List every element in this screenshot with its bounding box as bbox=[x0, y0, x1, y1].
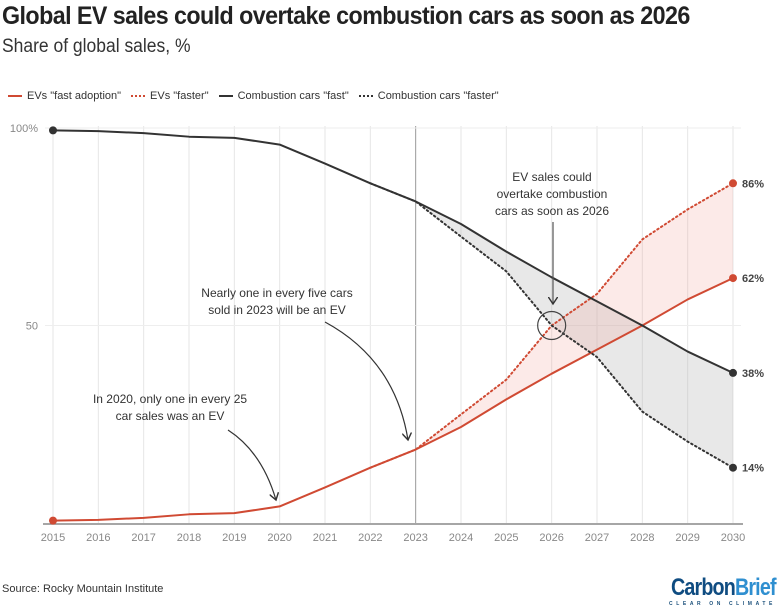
source-note: Source: Rocky Mountain Institute bbox=[2, 583, 164, 595]
annotation-2020-text: In 2020, only one in every 25 bbox=[93, 392, 247, 406]
x-tick-label: 2019 bbox=[222, 532, 246, 544]
x-tick-label: 2024 bbox=[449, 532, 473, 544]
legend-label: EVs "faster" bbox=[150, 90, 209, 102]
annotation-2020-arrow bbox=[227, 429, 276, 500]
annotation-2026-text: overtake combustion bbox=[497, 187, 608, 201]
legend-swatch-solid-dark bbox=[218, 95, 233, 97]
legend-item-ev-faster[interactable]: EVs "faster" bbox=[131, 90, 209, 102]
x-tick-label: 2021 bbox=[313, 532, 337, 544]
legend-item-combustion-faster[interactable]: Combustion cars "faster" bbox=[358, 90, 499, 102]
annotation-2026-text: EV sales could bbox=[512, 170, 591, 184]
annotation-2020-text: car sales was an EV bbox=[116, 409, 225, 423]
axes: 2015 2016 2017 2018 2019 2020 2021 2022 2023 2024… bbox=[10, 123, 745, 544]
end-point-marker bbox=[729, 179, 737, 188]
annotation-2023-text: Nearly one in every five cars bbox=[201, 286, 352, 300]
gridlines bbox=[45, 126, 741, 523]
legend-item-ev-fast[interactable]: EVs "fast adoption" bbox=[8, 90, 121, 102]
logo-carbon: Carbon bbox=[671, 574, 736, 601]
end-point-marker bbox=[729, 463, 737, 472]
logo-tagline: CLEAR ON CLIMATE bbox=[669, 601, 776, 607]
legend-item-combustion-fast[interactable]: Combustion cars "fast" bbox=[218, 90, 349, 102]
end-value-label: 38% bbox=[742, 368, 764, 380]
x-tick-label: 2016 bbox=[86, 532, 110, 544]
x-tick-label: 2023 bbox=[403, 532, 427, 544]
legend-label: Combustion cars "faster" bbox=[377, 90, 499, 102]
end-point-marker bbox=[729, 274, 737, 283]
x-tick-label: 2022 bbox=[358, 532, 382, 544]
x-tick-label: 2027 bbox=[585, 532, 609, 544]
legend-swatch-dotted-dark bbox=[358, 95, 373, 97]
y-tick-label: 50 bbox=[26, 321, 38, 333]
chart-title: Global EV sales could overtake combustio… bbox=[2, 2, 690, 30]
x-tick-label: 2025 bbox=[494, 532, 518, 544]
x-tick-label: 2018 bbox=[177, 532, 201, 544]
end-value-label: 14% bbox=[742, 463, 764, 475]
end-value-label: 62% bbox=[742, 273, 764, 285]
start-point-marker bbox=[49, 126, 57, 135]
line-combustion-faster bbox=[369, 182, 734, 469]
y-tick-label: 100% bbox=[10, 123, 38, 135]
carbonbrief-logo[interactable]: CarbonBrief CLEAR ON CLIMATE bbox=[648, 574, 777, 608]
legend: EVs "fast adoption" EVs "faster" Combust… bbox=[8, 90, 509, 102]
crossover-circle bbox=[537, 310, 567, 341]
annotation-2023-text: sold in 2023 will be an EV bbox=[208, 303, 345, 317]
logo-brief: Brief bbox=[735, 574, 777, 601]
chart-subtitle: Share of global sales, % bbox=[2, 36, 191, 57]
annotation-2023-arrow bbox=[324, 321, 408, 440]
legend-swatch-solid-red bbox=[8, 95, 22, 97]
series-lines bbox=[52, 129, 734, 522]
end-value-label: 86% bbox=[742, 178, 764, 190]
x-tick-label: 2026 bbox=[539, 532, 563, 544]
x-tick-label: 2029 bbox=[675, 532, 699, 544]
x-tick-label: 2017 bbox=[131, 532, 155, 544]
legend-label: EVs "fast adoption" bbox=[27, 90, 122, 102]
x-tick-label: 2028 bbox=[630, 532, 654, 544]
x-tick-label: 2030 bbox=[721, 532, 745, 544]
legend-swatch-dotted-red bbox=[131, 95, 146, 97]
end-markers: 62% 86% 38% 14% bbox=[49, 126, 764, 525]
legend-label: Combustion cars "fast" bbox=[237, 90, 349, 102]
x-tick-label: 2020 bbox=[267, 532, 291, 544]
end-point-marker bbox=[729, 368, 737, 377]
annotations: In 2020, only one in every 25 car sales w… bbox=[93, 170, 609, 500]
annotation-2026-text: cars as soon as 2026 bbox=[495, 204, 609, 218]
start-point-marker bbox=[49, 516, 57, 525]
x-tick-label: 2015 bbox=[41, 532, 65, 544]
